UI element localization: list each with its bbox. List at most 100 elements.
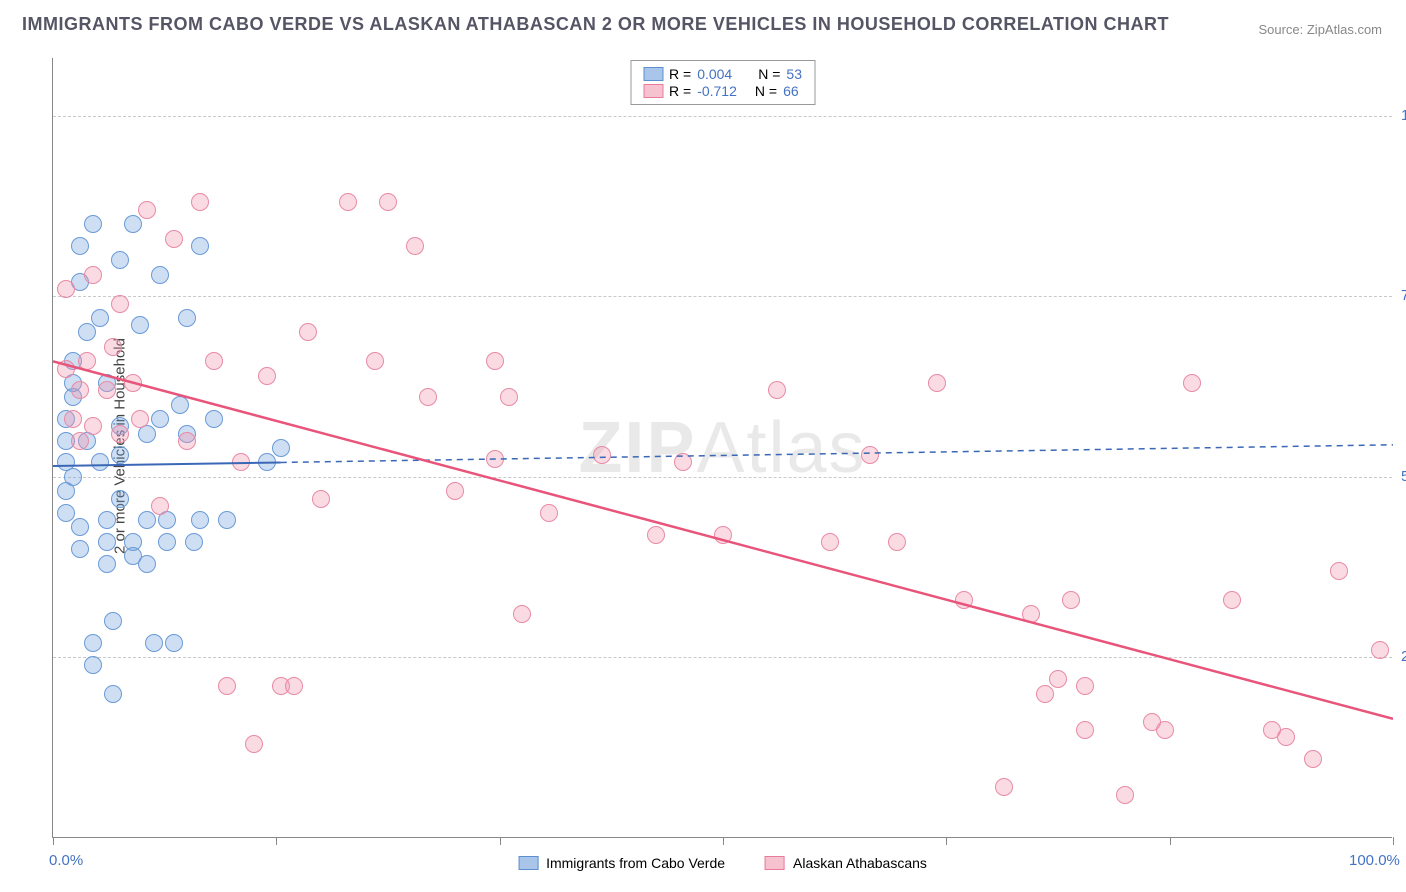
point-cabo-verde [151, 266, 169, 284]
point-athabascan [258, 367, 276, 385]
point-athabascan [339, 193, 357, 211]
point-cabo-verde [84, 634, 102, 652]
point-athabascan [1183, 374, 1201, 392]
point-cabo-verde [104, 612, 122, 630]
x-tick-label: 100.0% [1349, 852, 1400, 869]
point-athabascan [955, 591, 973, 609]
point-cabo-verde [98, 533, 116, 551]
point-cabo-verde [111, 251, 129, 269]
point-athabascan [446, 482, 464, 500]
point-cabo-verde [272, 439, 290, 457]
point-cabo-verde [131, 316, 149, 334]
point-athabascan [406, 237, 424, 255]
point-athabascan [232, 453, 250, 471]
point-cabo-verde [111, 446, 129, 464]
point-athabascan [593, 446, 611, 464]
y-tick-label: 100.0% [1401, 107, 1406, 124]
point-cabo-verde [84, 656, 102, 674]
point-athabascan [821, 533, 839, 551]
point-cabo-verde [191, 511, 209, 529]
correlation-legend: R = 0.004 N = 53 R = -0.712 N = 66 [630, 60, 815, 105]
point-cabo-verde [98, 555, 116, 573]
point-athabascan [299, 323, 317, 341]
point-athabascan [84, 417, 102, 435]
point-cabo-verde [104, 685, 122, 703]
point-athabascan [165, 230, 183, 248]
point-athabascan [111, 295, 129, 313]
point-athabascan [1223, 591, 1241, 609]
point-athabascan [1330, 562, 1348, 580]
chart-title: IMMIGRANTS FROM CABO VERDE VS ALASKAN AT… [22, 14, 1169, 35]
point-athabascan [111, 425, 129, 443]
point-athabascan [674, 453, 692, 471]
x-tick-label: 0.0% [49, 852, 83, 869]
point-athabascan [513, 605, 531, 623]
point-athabascan [861, 446, 879, 464]
point-athabascan [1076, 721, 1094, 739]
point-cabo-verde [151, 410, 169, 428]
legend-swatch-blue [643, 67, 663, 81]
point-athabascan [647, 526, 665, 544]
legend-row-series-0: R = 0.004 N = 53 [643, 66, 802, 82]
source-attribution: Source: ZipAtlas.com [1258, 22, 1382, 37]
point-athabascan [218, 677, 236, 695]
series-1-name: Alaskan Athabascans [793, 855, 927, 871]
point-cabo-verde [57, 504, 75, 522]
series-legend: Immigrants from Cabo Verde Alaskan Athab… [518, 855, 927, 871]
point-cabo-verde [71, 518, 89, 536]
point-cabo-verde [111, 490, 129, 508]
x-tick [946, 837, 947, 845]
series-0-name: Immigrants from Cabo Verde [546, 855, 725, 871]
point-cabo-verde [171, 396, 189, 414]
y-tick-label: 50.0% [1401, 468, 1406, 485]
point-athabascan [888, 533, 906, 551]
point-cabo-verde [258, 453, 276, 471]
point-cabo-verde [71, 540, 89, 558]
point-athabascan [500, 388, 518, 406]
point-cabo-verde [145, 634, 163, 652]
point-athabascan [1304, 750, 1322, 768]
point-athabascan [366, 352, 384, 370]
y-tick-label: 75.0% [1401, 287, 1406, 304]
n-value-1: 66 [783, 83, 799, 99]
point-cabo-verde [185, 533, 203, 551]
point-athabascan [245, 735, 263, 753]
x-tick [1393, 837, 1394, 845]
point-athabascan [1277, 728, 1295, 746]
point-athabascan [312, 490, 330, 508]
point-cabo-verde [124, 215, 142, 233]
point-athabascan [98, 381, 116, 399]
legend-swatch-pink [765, 856, 785, 870]
point-athabascan [1049, 670, 1067, 688]
x-tick [1170, 837, 1171, 845]
point-athabascan [178, 432, 196, 450]
point-athabascan [1116, 786, 1134, 804]
legend-swatch-blue [518, 856, 538, 870]
point-cabo-verde [64, 468, 82, 486]
x-tick [500, 837, 501, 845]
point-cabo-verde [71, 237, 89, 255]
point-athabascan [995, 778, 1013, 796]
point-athabascan [540, 504, 558, 522]
x-tick [276, 837, 277, 845]
point-athabascan [1036, 685, 1054, 703]
legend-swatch-pink [643, 84, 663, 98]
point-cabo-verde [138, 511, 156, 529]
point-athabascan [151, 497, 169, 515]
point-cabo-verde [218, 511, 236, 529]
x-tick [53, 837, 54, 845]
point-athabascan [486, 450, 504, 468]
point-athabascan [57, 360, 75, 378]
point-athabascan [205, 352, 223, 370]
point-cabo-verde [165, 634, 183, 652]
r-value-0: 0.004 [697, 66, 732, 82]
point-athabascan [78, 352, 96, 370]
point-athabascan [84, 266, 102, 284]
point-athabascan [71, 432, 89, 450]
y-tick-label: 25.0% [1401, 648, 1406, 665]
point-cabo-verde [98, 511, 116, 529]
point-cabo-verde [78, 323, 96, 341]
point-athabascan [928, 374, 946, 392]
point-athabascan [131, 410, 149, 428]
x-tick [723, 837, 724, 845]
